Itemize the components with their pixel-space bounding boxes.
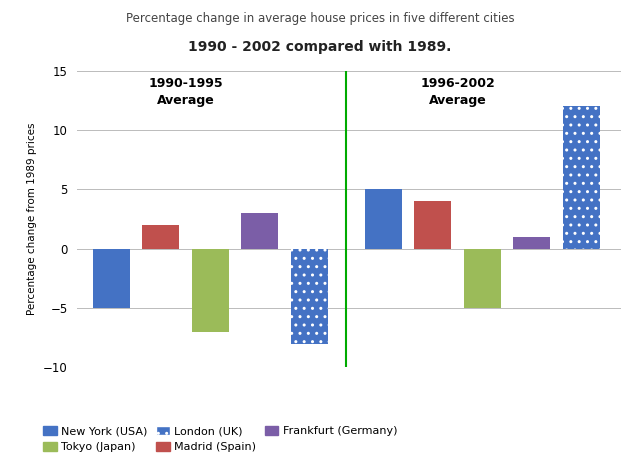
Bar xyxy=(291,249,328,344)
Text: Average: Average xyxy=(157,94,214,107)
Bar xyxy=(93,249,130,308)
Legend: New York (USA), Tokyo (Japan), London (UK), Madrid (Spain), Frankfurt (Germany): New York (USA), Tokyo (Japan), London (U… xyxy=(39,422,402,457)
Bar xyxy=(365,189,402,249)
Bar xyxy=(513,237,550,249)
Text: 1990 - 2002 compared with 1989.: 1990 - 2002 compared with 1989. xyxy=(188,40,452,54)
Text: Percentage change in average house prices in five different cities: Percentage change in average house price… xyxy=(125,12,515,25)
Bar xyxy=(563,106,600,249)
Text: Average: Average xyxy=(429,94,486,107)
Bar xyxy=(192,249,229,332)
Bar xyxy=(241,213,278,249)
Bar xyxy=(464,249,501,308)
Bar xyxy=(414,201,451,249)
Text: 1996-2002: 1996-2002 xyxy=(420,77,495,89)
Y-axis label: Percentage change from 1989 prices: Percentage change from 1989 prices xyxy=(28,123,38,315)
Text: 1990-1995: 1990-1995 xyxy=(148,77,223,89)
Bar xyxy=(142,225,179,249)
